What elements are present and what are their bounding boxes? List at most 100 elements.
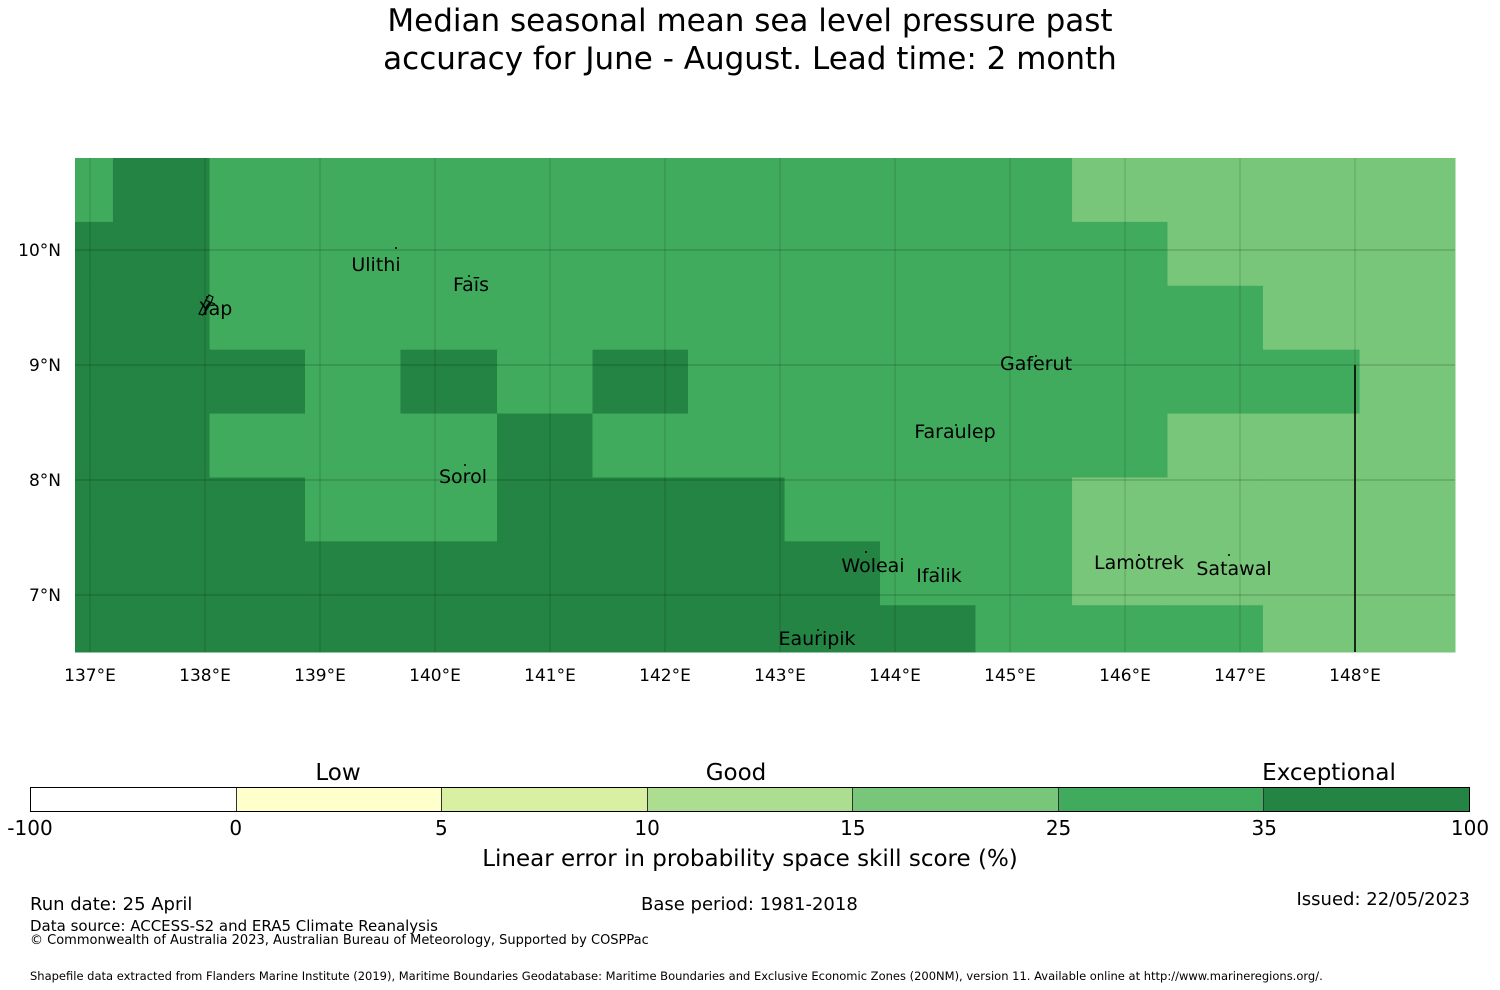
lon-tick-label: 144°E <box>869 666 921 686</box>
grid-cell <box>400 477 498 542</box>
island-marker <box>1035 355 1037 357</box>
island-marker <box>955 424 957 426</box>
grid-cell <box>784 413 881 478</box>
issued-date: Issued: 22/05/2023 <box>1296 889 1470 910</box>
legend-category-low: Low <box>315 760 361 786</box>
grid-cell <box>592 158 689 223</box>
grid-cell <box>209 413 306 478</box>
place-label: Yap <box>199 298 233 320</box>
base-period: Base period: 1981-2018 <box>641 894 858 915</box>
grid-cell <box>305 541 401 606</box>
grid-cell <box>1359 477 1456 542</box>
grid-cell <box>75 285 114 351</box>
grid-cell <box>880 541 976 606</box>
grid-cell <box>400 349 498 415</box>
shapefile-credit: Shapefile data extracted from Flanders M… <box>30 969 1323 983</box>
grid-cell <box>1167 605 1264 653</box>
grid-cell <box>1262 541 1361 606</box>
grid-cell <box>497 221 593 287</box>
colorbar-tick-label: 35 <box>1251 816 1278 840</box>
colorbar-segment <box>1264 788 1470 811</box>
grid-cell <box>305 158 401 223</box>
grid-cell <box>497 158 593 223</box>
copyright: © Commonwealth of Australia 2023, Austra… <box>30 933 649 948</box>
lon-tick-label: 148°E <box>1329 666 1381 686</box>
grid-cell <box>880 605 976 653</box>
colorbar <box>30 787 1470 812</box>
place-labels: Ulithi Faīs Yap Gaferut Faraulep Sorol Woleai I… <box>198 247 1272 650</box>
grid-cell <box>112 477 211 542</box>
lon-tick-label: 138°E <box>179 666 231 686</box>
grid-cell <box>1167 413 1264 478</box>
grid-cell <box>209 285 306 351</box>
lon-tick-label: 137°E <box>64 666 116 686</box>
island-marker <box>1228 554 1230 556</box>
grid-cell <box>305 477 401 542</box>
grid-cell <box>1262 285 1361 351</box>
place-label: Ulithi <box>351 254 400 276</box>
lat-tick-label: 7°N <box>29 586 61 606</box>
grid-cell <box>975 413 1073 478</box>
place-label: Eauripik <box>778 628 855 650</box>
grid-cell <box>1359 158 1456 223</box>
grid-cell <box>687 541 786 606</box>
grid-cell <box>687 221 786 287</box>
place-label: Satawal <box>1196 558 1271 580</box>
grid-cell <box>1072 541 1168 606</box>
colorbar-segment <box>236 788 443 811</box>
grid-cell <box>975 285 1073 351</box>
grid-cell <box>112 349 211 415</box>
grid-cell <box>1167 349 1264 415</box>
colorbar-tick-label: 10 <box>634 816 660 840</box>
grid-cell <box>305 285 401 351</box>
grid-cell <box>687 477 786 542</box>
grid-cell <box>209 221 306 287</box>
grid-cell <box>75 349 114 415</box>
grid-cell <box>1359 605 1456 653</box>
grid-cell <box>880 158 976 223</box>
chart-title: Median seasonal mean sea level pressure … <box>0 2 1500 78</box>
grid-cell <box>209 158 306 223</box>
colorbar-label: Linear error in probability space skill … <box>482 846 1018 872</box>
title-line-1: Median seasonal mean sea level pressure … <box>387 3 1113 39</box>
grid-cell <box>975 605 1073 653</box>
grid-cell <box>592 605 689 653</box>
grid-cell <box>400 158 498 223</box>
island-marker <box>865 551 867 553</box>
grid-cell <box>497 605 593 653</box>
grid-cell <box>1167 221 1264 287</box>
grid-cells <box>75 158 1456 653</box>
grid-cell <box>209 605 306 653</box>
legend-category-good: Good <box>705 760 767 786</box>
place-label: Lamotrek <box>1094 552 1184 574</box>
place-label: Woleai <box>841 555 904 577</box>
colorbar-segment <box>442 788 648 811</box>
colorbar-segment <box>31 788 237 811</box>
grid-cell <box>1262 477 1361 542</box>
grid-cell <box>209 477 306 542</box>
grid-cell <box>1072 221 1168 287</box>
grid-cell <box>592 413 689 478</box>
grid-cell <box>112 285 211 351</box>
grid-cell <box>112 605 211 653</box>
grid-cell <box>497 477 593 542</box>
skill-map: Ulithi Faīs Yap Gaferut Faraulep Sorol Woleai I… <box>18 158 1456 686</box>
grid-cell <box>592 221 689 287</box>
grid-cell <box>1167 541 1264 606</box>
lon-tick-label: 140°E <box>409 666 461 686</box>
grid-cell <box>1072 477 1168 542</box>
grid-cell <box>1072 413 1168 478</box>
grid-cell <box>112 158 211 223</box>
grid-cell <box>784 221 881 287</box>
grid-cell <box>975 221 1073 287</box>
grid-cell <box>1262 605 1361 653</box>
lon-tick-label: 142°E <box>639 666 691 686</box>
grid-cell <box>400 605 498 653</box>
grid-cell <box>305 221 401 287</box>
grid-cell <box>687 349 786 415</box>
grid-cell <box>1167 158 1264 223</box>
run-date: Run date: 25 April <box>30 894 193 915</box>
grid-cell <box>497 413 593 478</box>
grid-cell <box>75 413 114 478</box>
grid-cell <box>1359 285 1456 351</box>
